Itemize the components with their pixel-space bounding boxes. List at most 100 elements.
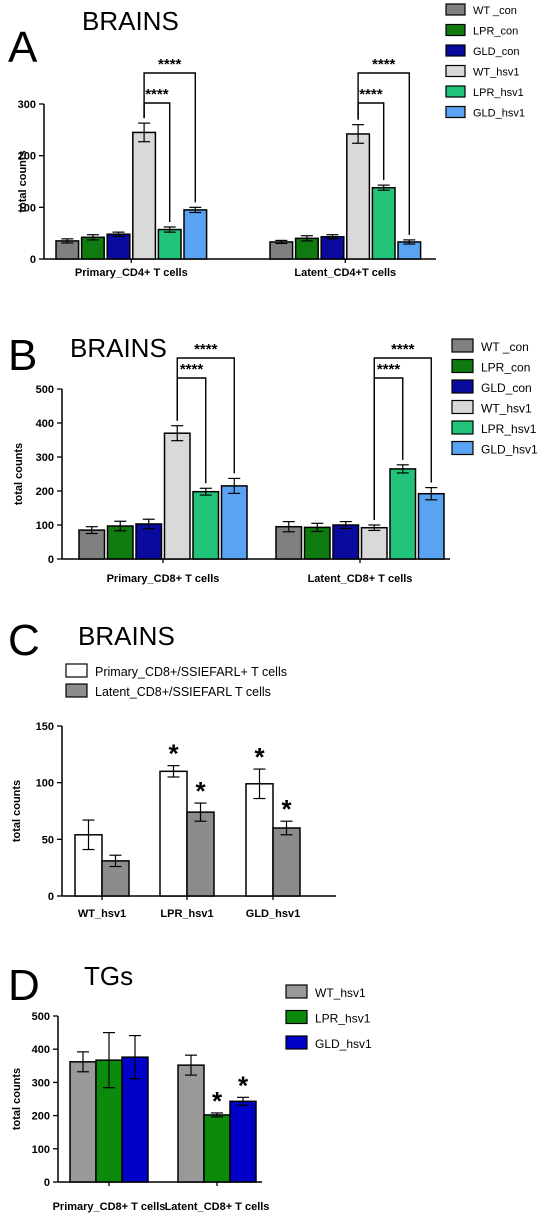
significance-label: **** <box>145 86 169 103</box>
significance-bracket <box>176 357 235 474</box>
bar <box>269 241 294 260</box>
y-tick-label: 300 <box>18 99 36 111</box>
legend-label: Latent_CD8+/SSIEFARL T cells <box>95 685 271 699</box>
legend-label: LPR_hsv1 <box>481 422 537 436</box>
bar <box>186 811 215 897</box>
legend-label: GLD_con <box>473 46 519 58</box>
legend-swatch <box>65 683 88 698</box>
y-tick-label: 50 <box>42 834 54 846</box>
y-tick-label: 500 <box>32 1011 50 1023</box>
panel-title: BRAINS <box>70 333 167 363</box>
legend-label: LPR_con <box>473 26 518 38</box>
y-tick-label: 200 <box>36 486 54 498</box>
panel-letter-C: C <box>8 616 40 665</box>
bar <box>303 526 331 560</box>
panel-letter-B: B <box>8 331 37 380</box>
x-category-label: Primary_CD4+ T cells <box>75 267 188 279</box>
legend-swatch <box>285 1009 308 1025</box>
significance-bracket <box>373 357 432 520</box>
bar <box>389 468 417 560</box>
y-tick-label: 200 <box>32 1111 50 1123</box>
x-category-label: LPR_hsv1 <box>160 908 213 920</box>
bar <box>132 131 157 260</box>
legend-label: LPR_con <box>481 361 530 375</box>
bar <box>272 827 301 897</box>
bar <box>163 432 191 560</box>
y-tick-label: 150 <box>36 721 54 733</box>
significance-label: **** <box>391 341 415 358</box>
significance-bracket <box>143 72 196 203</box>
bar <box>360 526 388 560</box>
y-axis-label: total counts <box>11 780 23 842</box>
legend-swatch <box>445 44 466 57</box>
significance-star: * <box>254 742 265 772</box>
y-tick-label: 100 <box>36 520 54 532</box>
legend-label: Primary_CD8+/SSIEFARL+ T cells <box>95 665 287 679</box>
legend-swatch <box>451 338 474 353</box>
bar <box>371 186 396 260</box>
y-tick-label: 100 <box>32 1144 50 1156</box>
significance-label: **** <box>372 56 396 73</box>
panel-letter-D: D <box>8 961 40 1010</box>
significance-label: **** <box>359 86 383 103</box>
y-tick-label: 0 <box>44 1177 50 1189</box>
legend-swatch <box>445 64 466 78</box>
legend-label: WT _con <box>473 5 517 17</box>
bar <box>332 524 360 560</box>
y-tick-label: 0 <box>30 254 36 266</box>
panel-letter-A: A <box>8 23 38 72</box>
y-tick-label: 500 <box>36 384 54 396</box>
legend-swatch <box>451 379 474 394</box>
y-axis-label: total counts <box>13 443 25 505</box>
legend-swatch <box>451 358 474 374</box>
bar <box>78 529 106 560</box>
y-tick-label: 200 <box>18 151 36 163</box>
bar <box>106 233 131 260</box>
bar <box>80 236 105 260</box>
x-category-label: GLD_hsv1 <box>246 908 300 920</box>
x-category-label: WT_hsv1 <box>78 908 126 920</box>
significance-bracket <box>357 72 410 235</box>
significance-star: * <box>168 739 179 769</box>
x-category-label: Latent_CD8+ T cells <box>308 573 413 585</box>
legend-label: WT_hsv1 <box>473 67 519 79</box>
bar <box>183 209 208 260</box>
significance-star: * <box>212 1086 223 1116</box>
significance-label: **** <box>180 361 204 378</box>
legend-label: GLD_hsv1 <box>315 1037 372 1051</box>
legend-swatch <box>445 23 466 37</box>
y-tick-label: 400 <box>36 418 54 430</box>
panel-title: BRAINS <box>82 6 179 36</box>
legend-swatch <box>445 3 466 16</box>
legend-label: WT_hsv1 <box>481 402 532 416</box>
bar <box>220 485 248 560</box>
y-axis-label: total counts <box>17 150 29 212</box>
bar <box>55 240 80 260</box>
x-category-label: Primary_CD8+ T cells <box>53 1201 166 1213</box>
legend-swatch <box>285 1035 308 1050</box>
legend-swatch <box>445 85 466 98</box>
bar <box>177 1064 205 1183</box>
significance-label: **** <box>158 56 182 73</box>
significance-star: * <box>195 776 206 806</box>
significance-star: * <box>281 794 292 824</box>
bar <box>192 490 220 560</box>
bar <box>157 228 182 260</box>
x-category-label: Latent_CD8+ T cells <box>165 1201 270 1213</box>
y-tick-label: 100 <box>18 202 36 214</box>
x-category-label: Latent_CD4+T cells <box>294 267 396 279</box>
legend-swatch <box>451 420 474 435</box>
bar <box>320 236 345 260</box>
legend-label: LPR_hsv1 <box>473 87 524 99</box>
legend-label: LPR_hsv1 <box>315 1012 371 1026</box>
y-tick-label: 400 <box>32 1044 50 1056</box>
bar <box>69 1061 97 1183</box>
legend-swatch <box>451 440 474 456</box>
panel-title: BRAINS <box>78 621 175 651</box>
significance-label: **** <box>194 341 218 358</box>
legend-swatch <box>445 105 466 119</box>
legend-label: WT _con <box>481 340 529 354</box>
bar <box>159 770 188 897</box>
legend-label: GLD_hsv1 <box>481 443 538 457</box>
legend-label: GLD_con <box>481 381 532 395</box>
